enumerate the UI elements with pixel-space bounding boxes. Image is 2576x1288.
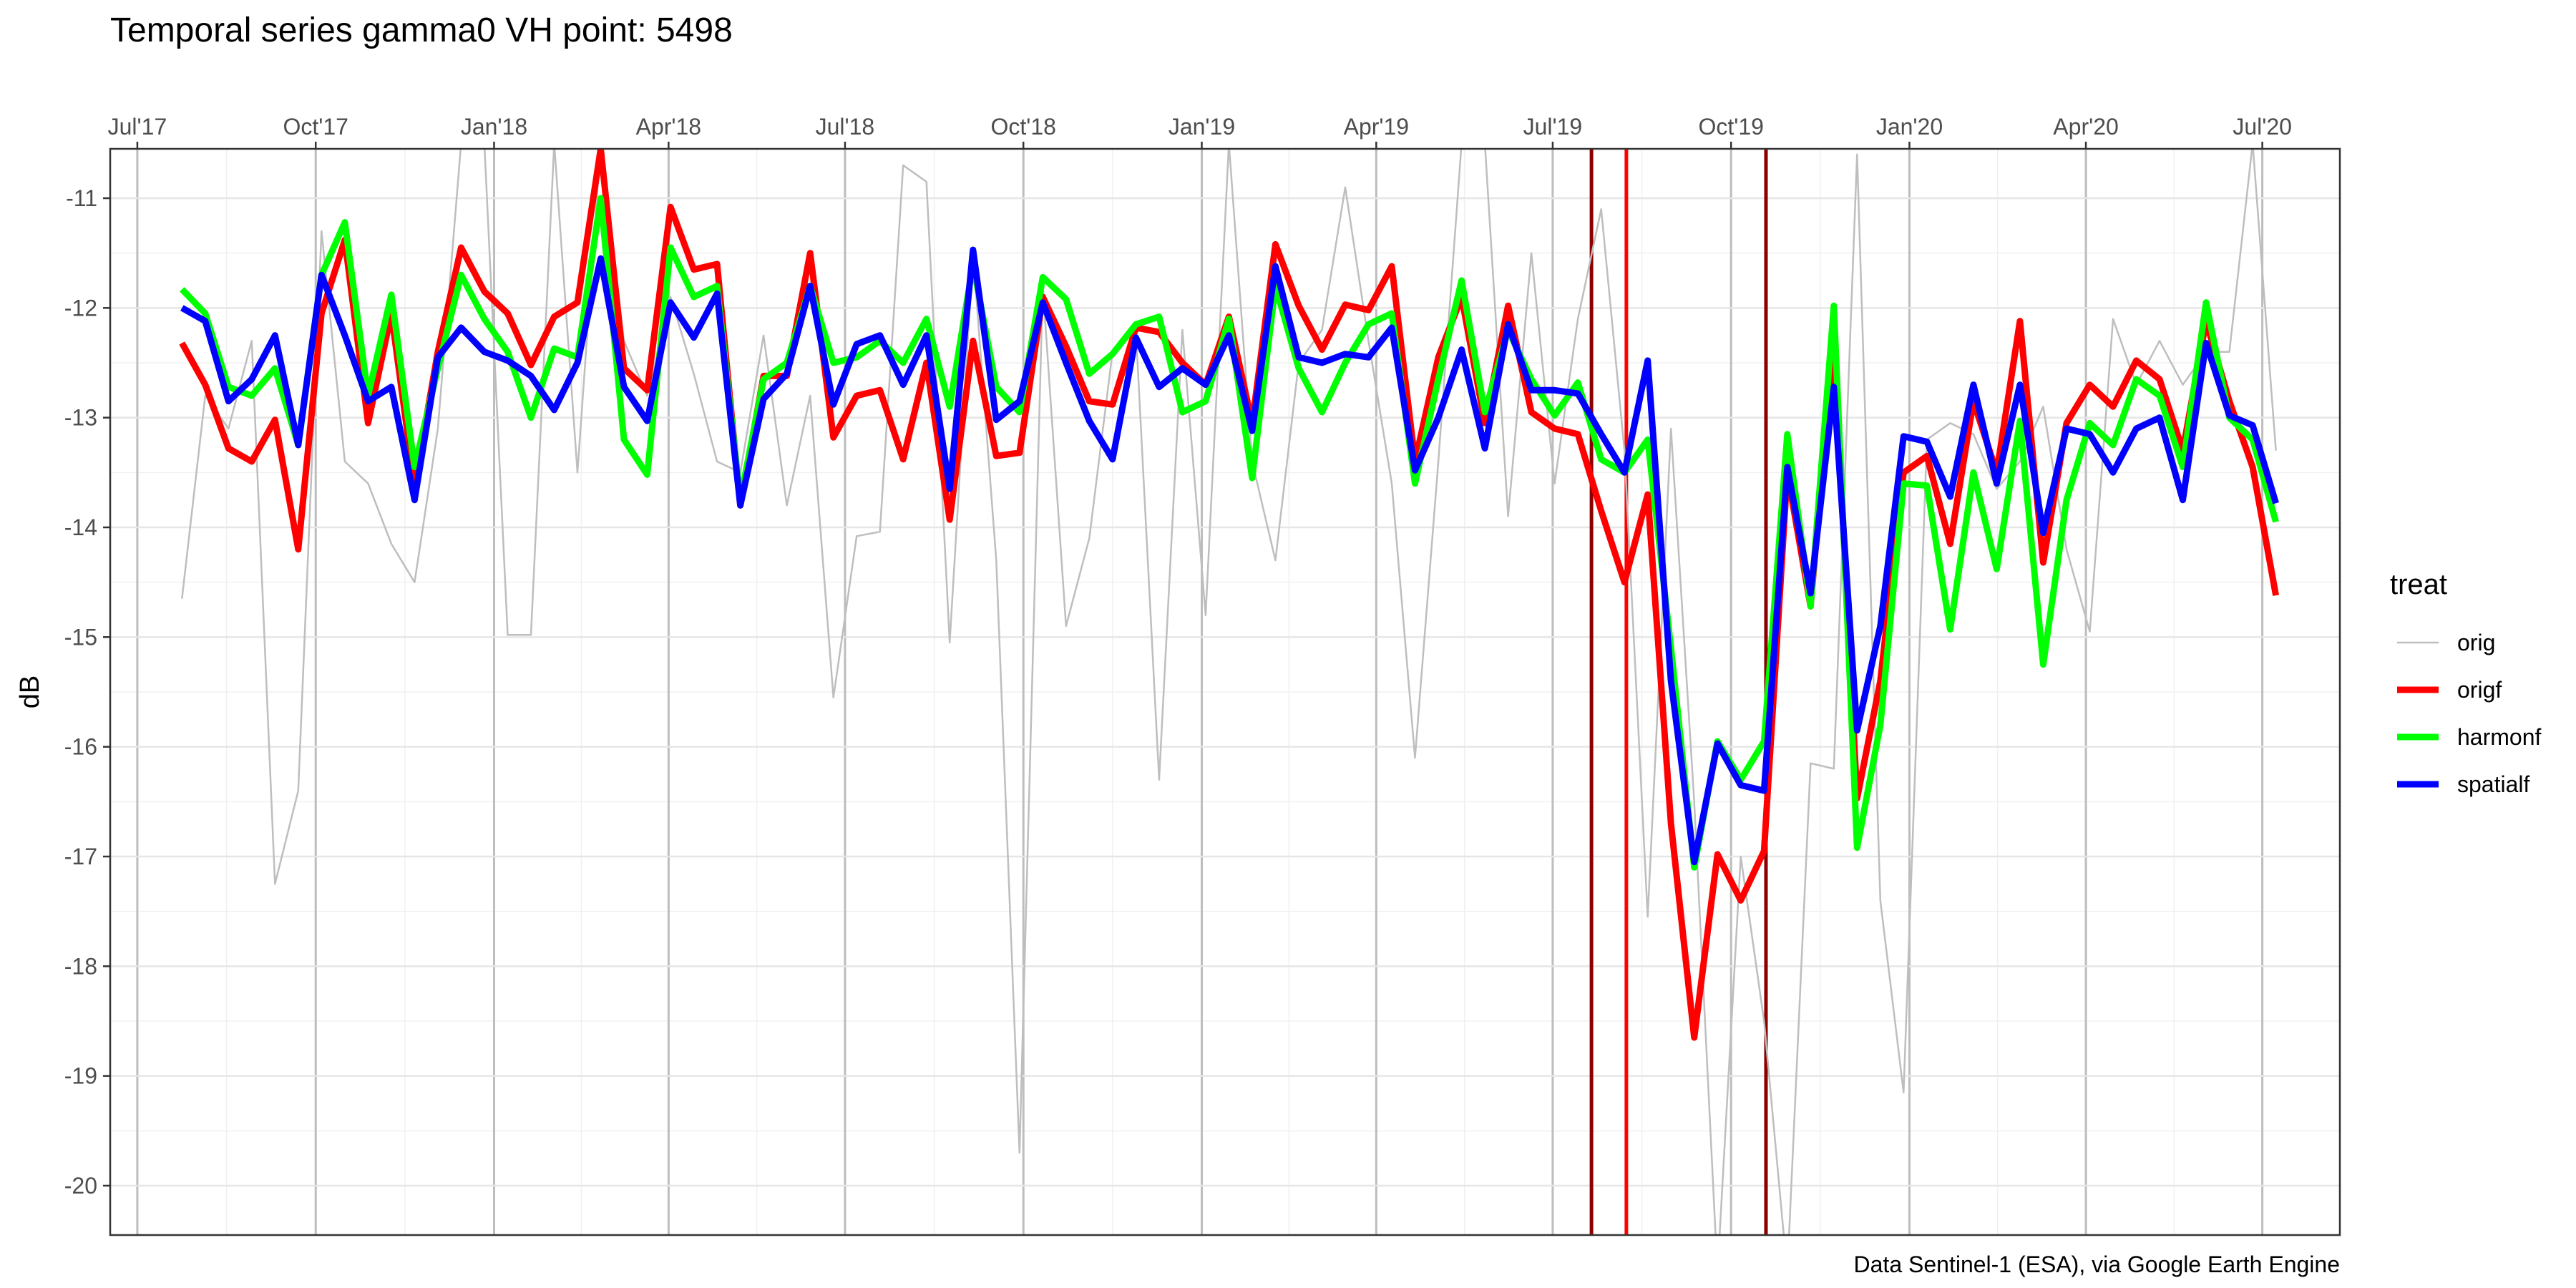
series-lines (179, 149, 2280, 1235)
x-axis-ticks: Jul'17 Oct'17 Jan'18 Apr'18 Jul'18 Oct'18 Jan'… (108, 114, 2292, 149)
minor-gridlines (110, 149, 2340, 1235)
y-tick-label: -16 (64, 734, 97, 760)
x-tick-label: Apr'18 (636, 114, 702, 140)
x-tick-label: Oct'19 (1698, 114, 1763, 140)
y-tick-label: -20 (64, 1173, 97, 1199)
legend: orig origf harmonf spatialf (2397, 630, 2542, 797)
y-tick-label: -11 (66, 185, 97, 211)
x-tick-label: Apr'19 (1344, 114, 1410, 140)
legend-label-spatialf: spatialf (2457, 771, 2530, 797)
y-axis-ticks: -11 -12 -13 -14 -15 -16 -17 -18 -19 -20 (64, 185, 110, 1199)
x-tick-label: Jan'19 (1169, 114, 1235, 140)
y-tick-label: -13 (64, 405, 97, 431)
x-tick-label: Oct'18 (990, 114, 1055, 140)
x-tick-label: Oct'17 (283, 114, 348, 140)
x-tick-label: Jan'20 (1876, 114, 1943, 140)
x-tick-label: Jul'19 (1523, 114, 1583, 140)
legend-label-orig: orig (2457, 630, 2495, 655)
chart-title: Temporal series gamma0 VH point: 5498 (110, 11, 733, 49)
series-line-harmonf (180, 195, 2279, 871)
legend-label-origf: origf (2457, 677, 2502, 703)
x-tick-label: Jul'20 (2233, 114, 2292, 140)
y-tick-label: -17 (64, 844, 97, 869)
x-tick-label: Jul'18 (816, 114, 875, 140)
series-line-spatialf (180, 246, 2279, 866)
x-tick-label: Apr'20 (2053, 114, 2119, 140)
y-axis-label: dB (15, 675, 45, 708)
legend-label-harmonf: harmonf (2457, 724, 2542, 750)
chart-caption: Data Sentinel-1 (ESA), via Google Earth … (1854, 1252, 2340, 1277)
major-gridlines (110, 149, 2340, 1235)
y-tick-label: -14 (64, 514, 97, 540)
x-tick-label: Jan'18 (461, 114, 527, 140)
y-tick-label: -19 (64, 1063, 97, 1089)
y-tick-label: -18 (64, 953, 97, 979)
legend-title: treat (2390, 569, 2447, 600)
x-tick-label: Jul'17 (108, 114, 167, 140)
y-tick-label: -12 (64, 295, 97, 321)
y-tick-label: -15 (64, 624, 97, 650)
plot-border (109, 147, 2341, 1236)
